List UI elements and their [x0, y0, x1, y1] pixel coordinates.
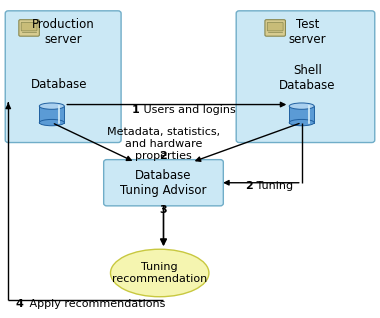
FancyBboxPatch shape — [267, 22, 283, 31]
Text: 4: 4 — [16, 299, 24, 309]
Ellipse shape — [39, 120, 64, 126]
Text: Test
server: Test server — [288, 18, 326, 46]
Text: Database: Database — [31, 78, 88, 91]
Ellipse shape — [289, 120, 314, 126]
FancyBboxPatch shape — [104, 160, 223, 206]
FancyBboxPatch shape — [236, 11, 375, 142]
Text: 2: 2 — [160, 151, 167, 161]
Text: Production
server: Production server — [32, 18, 95, 46]
Text: Users and logins: Users and logins — [139, 105, 235, 114]
Ellipse shape — [289, 103, 314, 109]
Text: Tuning
recommendation: Tuning recommendation — [112, 262, 207, 284]
Ellipse shape — [111, 249, 209, 297]
Text: 1: 1 — [131, 105, 139, 114]
FancyBboxPatch shape — [19, 20, 40, 36]
FancyBboxPatch shape — [5, 11, 121, 142]
Ellipse shape — [39, 103, 64, 109]
FancyBboxPatch shape — [265, 20, 285, 36]
Text: Database
Tuning Advisor: Database Tuning Advisor — [120, 169, 207, 197]
Text: Apply recommendations: Apply recommendations — [27, 299, 166, 309]
Text: 3: 3 — [160, 205, 167, 215]
Text: Shell
Database: Shell Database — [279, 64, 336, 92]
Polygon shape — [289, 106, 314, 123]
FancyBboxPatch shape — [21, 22, 37, 31]
Text: Tuning: Tuning — [253, 181, 293, 191]
Polygon shape — [39, 106, 64, 123]
Text: 2: 2 — [245, 181, 253, 191]
Text: Metadata, statistics,
and hardware
properties: Metadata, statistics, and hardware prope… — [107, 127, 220, 161]
